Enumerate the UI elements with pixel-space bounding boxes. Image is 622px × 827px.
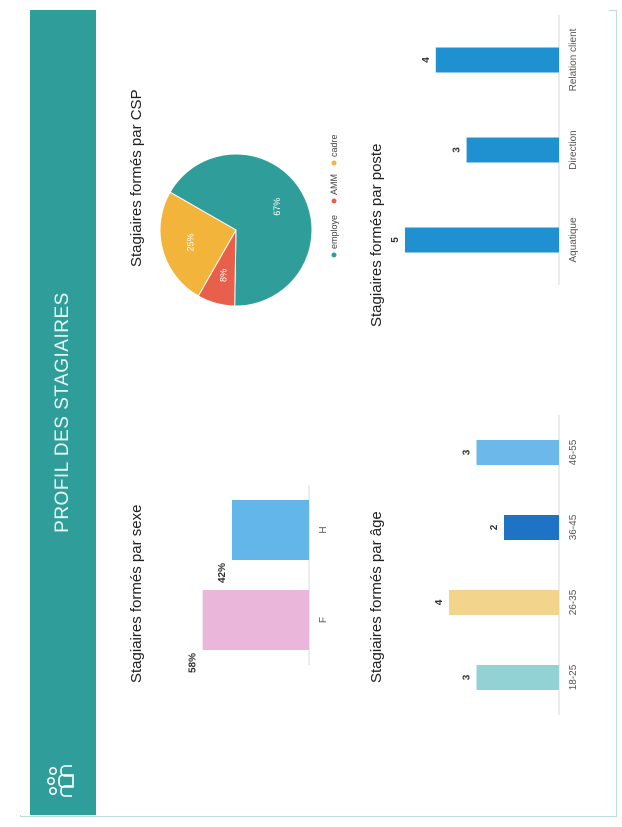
poste-bar — [466, 137, 560, 163]
csp-slice-label: 8% — [218, 269, 228, 282]
sexe-data-label: 58% — [188, 653, 199, 673]
csp-legend-marker — [331, 160, 337, 166]
age-data-label: 3 — [462, 674, 473, 680]
age-tick-label: 36-45 — [568, 514, 579, 540]
age-tick-label: 18-25 — [568, 664, 579, 690]
age-bar — [504, 515, 559, 540]
csp-pie-slice — [169, 153, 313, 307]
csp-legend-marker — [331, 252, 337, 258]
age-tick-label: 46-55 — [568, 439, 579, 465]
sexe-data-label: 42% — [217, 563, 228, 583]
poste-bar — [435, 47, 559, 73]
report-page: PROFIL DES STAGIAIRES Stagiaires formés … — [14, 10, 609, 815]
csp-legend-label: cadre — [329, 134, 339, 157]
age-bar — [449, 590, 559, 615]
csp-legend-marker — [331, 198, 337, 204]
csp-pie-slice — [159, 191, 237, 297]
sexe-tick-label: H — [318, 526, 329, 533]
age-data-label: 2 — [489, 524, 500, 530]
header-banner: PROFIL DES STAGIAIRES — [30, 10, 96, 815]
poste-tick-label: Direction — [568, 130, 579, 169]
poste-tick-label: Relation client — [568, 28, 579, 91]
poste-bar — [405, 227, 559, 253]
csp-legend-label: AMM — [329, 174, 339, 195]
poste-data-label: 5 — [390, 237, 401, 243]
age-data-label: 4 — [434, 599, 445, 605]
csp-slice-label: 25% — [186, 233, 196, 251]
poste-data-label: 3 — [452, 147, 463, 153]
sexe-bar — [202, 590, 310, 650]
age-tick-label: 26-35 — [568, 589, 579, 615]
poste-tick-label: Aquatique — [568, 217, 579, 262]
age-bar — [476, 440, 559, 465]
people-icon — [47, 765, 74, 797]
csp-legend-label: employe — [329, 215, 339, 249]
csp-slice-label: 67% — [272, 198, 282, 216]
sexe-tick-label: F — [318, 617, 329, 623]
age-data-label: 3 — [462, 449, 473, 455]
charts-canvas: 58% F 42% H 3 18-25 4 26-35 2 36-45 3 46-55 5 Aquatiq… — [159, 15, 579, 715]
age-bar — [476, 665, 559, 690]
poste-data-label: 4 — [421, 57, 432, 63]
sexe-bar — [232, 500, 309, 560]
